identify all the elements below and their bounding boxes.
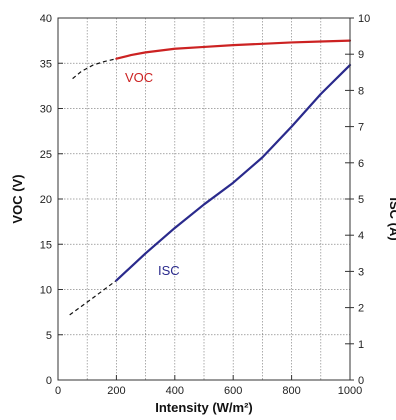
y2-tick-label: 2 — [358, 303, 364, 315]
x-tick-label: 400 — [166, 385, 184, 397]
y-tick-label: 20 — [40, 194, 52, 206]
y2-tick-label: 7 — [358, 122, 364, 134]
x-tick-label: 600 — [224, 385, 242, 397]
isc-series-label: ISC — [158, 263, 180, 278]
y-tick-label: 30 — [40, 104, 52, 116]
y2-tick-label: 5 — [358, 194, 364, 206]
voc-series-label: VOC — [125, 70, 153, 85]
y-tick-label: 15 — [40, 239, 52, 251]
y-tick-label: 5 — [46, 330, 52, 342]
grid — [58, 18, 350, 380]
isc-series-line — [115, 63, 352, 282]
voc-series-line — [115, 39, 352, 60]
labels-group: 0 200 400 600 800 100005101520253035400123456… — [40, 13, 371, 397]
y-tick-label: 25 — [40, 149, 52, 161]
x-tick-label: 0 — [55, 385, 61, 397]
y2-tick-label: 8 — [358, 85, 364, 97]
y2-tick-label: 10 — [358, 13, 370, 25]
y-tick-label: 10 — [40, 285, 52, 297]
x-tick-label: 200 — [107, 385, 125, 397]
x-tick-label: 800 — [282, 385, 300, 397]
y-tick-label: 40 — [40, 13, 52, 25]
y-tick-label: 35 — [40, 58, 52, 70]
voc-extrapolated-line — [72, 58, 117, 80]
y-tick-label: 0 — [46, 375, 52, 387]
y2-tick-label: 1 — [358, 339, 364, 351]
y-axis-title: VOC (V) — [10, 174, 25, 223]
y2-axis-title: ISC (A) — [387, 197, 396, 240]
y2-tick-label: 4 — [358, 230, 364, 242]
isc-extrapolated-line — [69, 279, 117, 316]
y2-tick-label: 3 — [358, 266, 364, 278]
ticks-group — [57, 17, 354, 381]
y2-tick-label: 9 — [358, 49, 364, 61]
y2-tick-label: 6 — [358, 158, 364, 170]
series-group — [69, 39, 352, 316]
x-tick-label: 1000 — [338, 385, 362, 397]
y2-tick-label: 0 — [358, 375, 364, 387]
x-axis-title: Intensity (W/m²) — [155, 400, 253, 415]
